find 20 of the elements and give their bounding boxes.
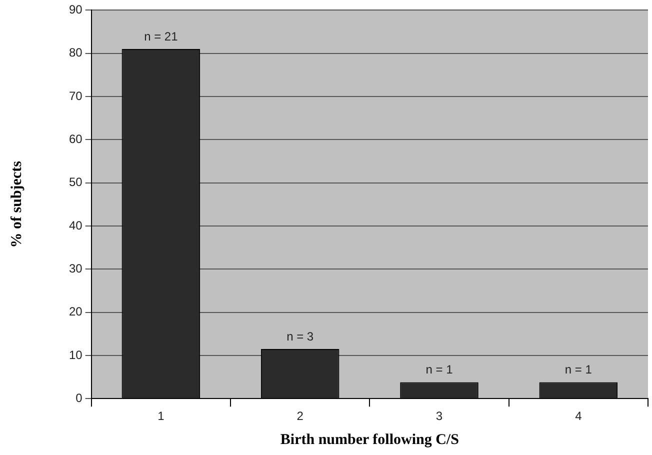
- y-tick-label: 50: [68, 175, 83, 190]
- x-axis-title: Birth number following C/S: [280, 432, 459, 448]
- annotation: n = 3: [286, 329, 314, 344]
- x-tick-label: 3: [436, 409, 443, 424]
- annotation: n = 1: [426, 362, 454, 377]
- annotation: n = 1: [564, 362, 592, 377]
- y-tick-label: 30: [68, 261, 83, 276]
- x-tick-label: 2: [296, 409, 304, 424]
- y-tick-label: 90: [68, 2, 83, 17]
- y-tick-label: 60: [68, 132, 83, 146]
- y-tick-label: 0: [76, 390, 83, 405]
- y-tick-label: 10: [68, 348, 83, 362]
- annotation: n = 21: [144, 29, 178, 44]
- y-tick-label: 40: [68, 218, 83, 232]
- y-tick-label: 70: [68, 88, 83, 103]
- y-tick-label: 80: [68, 46, 83, 60]
- y-axis-title: % of subjects: [8, 160, 25, 248]
- y-tick-label: 20: [68, 304, 83, 319]
- x-tick-label: 1: [158, 409, 165, 424]
- x-tick-label: 4: [575, 409, 582, 424]
